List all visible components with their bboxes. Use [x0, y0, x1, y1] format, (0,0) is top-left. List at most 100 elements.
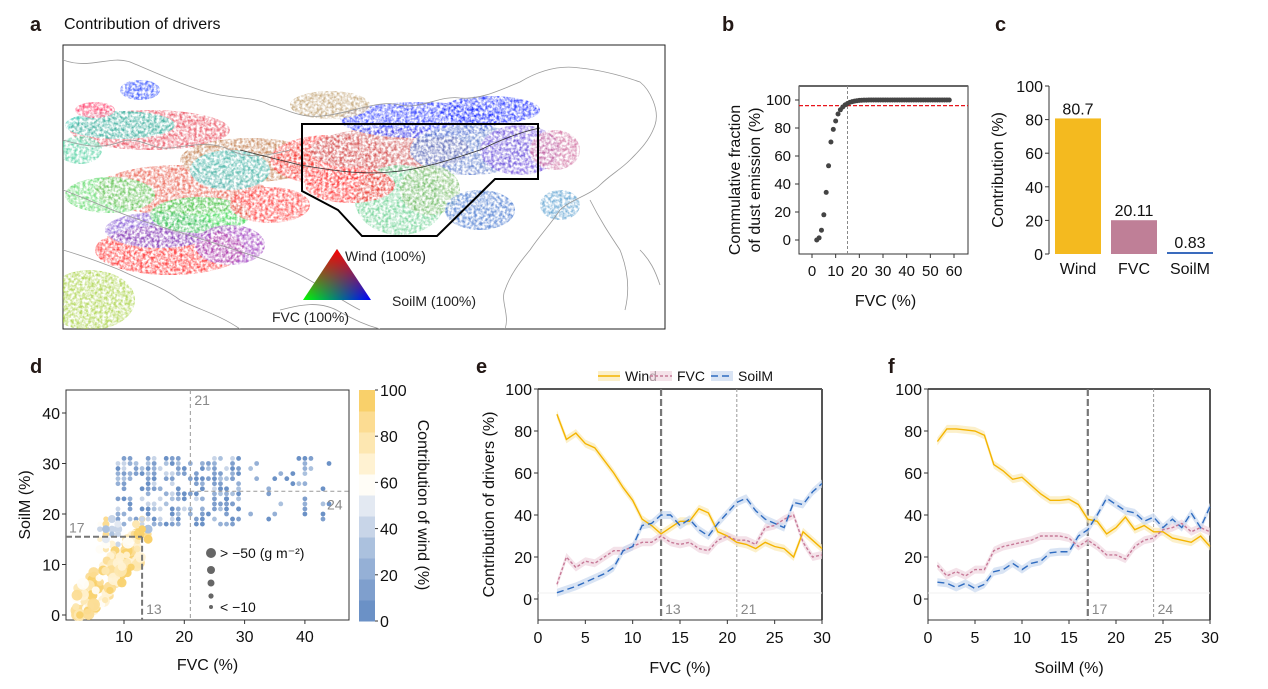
bar-fvc	[1111, 220, 1157, 254]
scatter-point	[84, 580, 95, 591]
scatter-point	[290, 471, 296, 476]
ternary-legend	[303, 249, 371, 300]
scatter-point	[206, 466, 211, 471]
scatter-point	[320, 516, 326, 522]
scatter-point	[254, 476, 260, 482]
scatter-point	[70, 604, 84, 617]
scatter-point	[320, 486, 326, 492]
scatter-point	[218, 476, 223, 482]
x-tick-label: 30	[813, 630, 831, 647]
scatter-point	[121, 546, 127, 553]
scatter-point	[302, 461, 308, 466]
scatter-point	[169, 476, 175, 482]
series-line-fvc	[936, 522, 1211, 577]
scatter-point	[206, 461, 211, 466]
y-tick-label: 40	[774, 176, 791, 193]
scatter-point	[218, 476, 223, 482]
scatter-point	[112, 580, 121, 588]
scatter-point	[236, 471, 241, 476]
scatter-point	[212, 481, 217, 487]
colorbar-tick-label: 20	[380, 568, 398, 585]
scatter-point	[115, 496, 121, 502]
y-tick-label: 20	[1025, 213, 1043, 230]
scatter-point	[212, 496, 217, 502]
scatter-point	[101, 535, 110, 544]
scatter-point	[102, 546, 110, 553]
size-legend-dot	[207, 566, 215, 574]
map-raster-patch	[95, 165, 265, 215]
data-point	[859, 97, 865, 103]
scatter-point	[212, 471, 217, 476]
scatter-point	[87, 598, 100, 611]
scatter-point	[96, 578, 104, 586]
scatter-point	[157, 516, 163, 522]
ci-band-soilm	[556, 479, 822, 597]
scatter-point	[199, 476, 205, 482]
ternary-label-fvc: FVC (100%)	[272, 309, 349, 325]
y-tick-label: 40	[514, 508, 532, 525]
scatter-point	[135, 552, 146, 563]
x-tick-label: 30	[236, 629, 254, 646]
data-point	[866, 97, 872, 103]
y-tick-label: 20	[514, 550, 532, 567]
panel-d-letter: d	[30, 356, 43, 378]
bar-value-label: 80.7	[1062, 101, 1093, 118]
scatter-point	[169, 481, 175, 487]
y-tick-label: 0	[1034, 247, 1043, 264]
data-point	[847, 99, 853, 105]
x-tick-label: 20	[1107, 630, 1125, 647]
scatter-point	[115, 466, 121, 471]
scatter-point	[175, 486, 181, 492]
data-point	[932, 97, 938, 103]
y-tick-label: 40	[1025, 180, 1043, 197]
data-point	[899, 97, 905, 103]
y-tick-label: 80	[774, 120, 791, 137]
data-point	[873, 97, 879, 103]
scatter-point	[75, 609, 86, 621]
map-raster-patch	[63, 136, 102, 164]
scatter-point	[181, 466, 187, 471]
colorbar-step	[359, 390, 375, 412]
scatter-point	[145, 501, 151, 507]
scatter-point	[296, 456, 302, 461]
scatter-point	[95, 544, 105, 554]
scatter-point	[102, 530, 110, 538]
size-legend-dot	[206, 548, 216, 558]
scatter-point	[127, 476, 133, 482]
data-point	[911, 97, 917, 103]
data-point	[892, 97, 898, 103]
scatter-point	[278, 501, 284, 507]
colorbar-label: Contribution of wind (%)	[414, 420, 431, 591]
x-tick-label: 0	[808, 263, 816, 280]
scatter-point	[115, 511, 121, 517]
map-raster-patch	[105, 212, 215, 248]
threshold-label: 21	[194, 392, 210, 408]
scatter-point	[236, 486, 241, 492]
scatter-point	[175, 516, 181, 522]
data-point	[880, 97, 886, 103]
data-point	[887, 97, 893, 103]
data-point	[937, 97, 943, 103]
scatter-point	[236, 496, 241, 502]
scatter-point	[88, 567, 99, 578]
map-raster-patch	[480, 125, 560, 175]
map-raster-patch	[63, 270, 135, 329]
scatter-point	[85, 572, 94, 582]
colorbar-tick-label: 60	[380, 475, 398, 492]
scatter-point	[76, 577, 89, 590]
y-tick-label: 80	[904, 424, 922, 441]
scatter-point	[85, 604, 96, 615]
scatter-point	[175, 496, 181, 502]
data-point	[913, 97, 919, 103]
scatter-point	[151, 486, 157, 492]
scatter-point	[134, 538, 141, 545]
data-point	[942, 97, 948, 103]
scatter-point	[145, 486, 151, 492]
colorbar-step	[359, 516, 375, 538]
scatter-point	[111, 573, 125, 587]
data-point	[830, 126, 836, 132]
scatter-point	[224, 496, 229, 502]
scatter-point	[284, 476, 290, 482]
